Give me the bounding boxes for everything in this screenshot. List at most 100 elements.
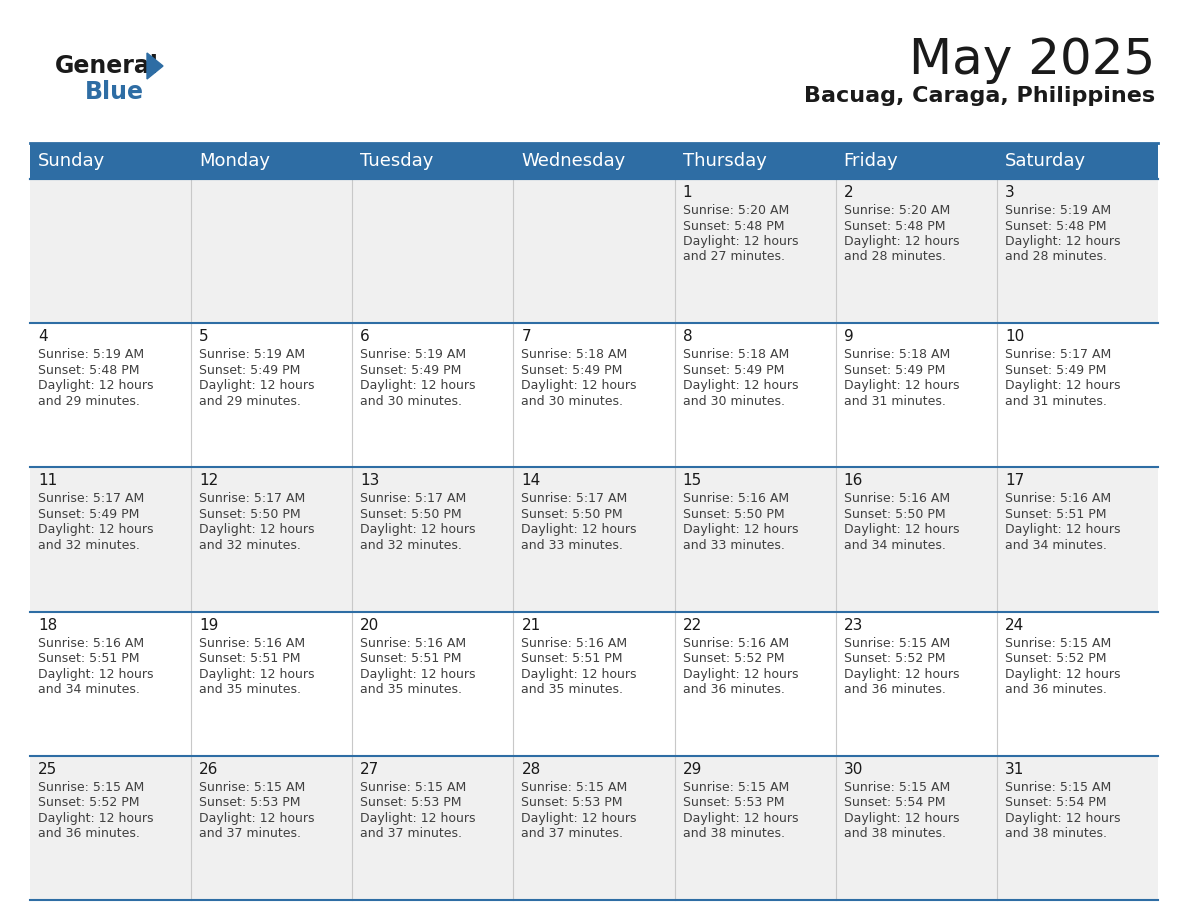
Text: Daylight: 12 hours: Daylight: 12 hours xyxy=(522,812,637,824)
Text: Sunrise: 5:18 AM: Sunrise: 5:18 AM xyxy=(843,348,950,361)
Text: and 35 minutes.: and 35 minutes. xyxy=(522,683,624,696)
Text: Sunset: 5:49 PM: Sunset: 5:49 PM xyxy=(1005,364,1106,376)
Text: and 32 minutes.: and 32 minutes. xyxy=(38,539,140,552)
Text: Sunrise: 5:15 AM: Sunrise: 5:15 AM xyxy=(200,781,305,794)
Text: Friday: Friday xyxy=(843,152,898,170)
Text: Daylight: 12 hours: Daylight: 12 hours xyxy=(683,523,798,536)
Text: and 31 minutes.: and 31 minutes. xyxy=(1005,395,1107,408)
Text: Sunrise: 5:16 AM: Sunrise: 5:16 AM xyxy=(1005,492,1111,506)
Text: and 35 minutes.: and 35 minutes. xyxy=(200,683,301,696)
Text: 2: 2 xyxy=(843,185,853,200)
Bar xyxy=(835,179,997,323)
Bar xyxy=(675,467,835,611)
Text: Daylight: 12 hours: Daylight: 12 hours xyxy=(522,379,637,392)
Bar xyxy=(513,179,675,323)
Text: Sunrise: 5:15 AM: Sunrise: 5:15 AM xyxy=(1005,636,1111,650)
Text: Daylight: 12 hours: Daylight: 12 hours xyxy=(38,523,153,536)
Text: Sunset: 5:52 PM: Sunset: 5:52 PM xyxy=(843,652,946,666)
Text: 23: 23 xyxy=(843,618,864,633)
Text: Daylight: 12 hours: Daylight: 12 hours xyxy=(38,667,153,680)
Text: Saturday: Saturday xyxy=(1005,152,1086,170)
Text: Daylight: 12 hours: Daylight: 12 hours xyxy=(360,379,475,392)
Text: Sunset: 5:49 PM: Sunset: 5:49 PM xyxy=(843,364,946,376)
Text: and 33 minutes.: and 33 minutes. xyxy=(683,539,784,552)
Text: 20: 20 xyxy=(360,618,379,633)
Text: Sunrise: 5:16 AM: Sunrise: 5:16 AM xyxy=(683,636,789,650)
Text: Sunrise: 5:17 AM: Sunrise: 5:17 AM xyxy=(200,492,305,506)
Text: and 28 minutes.: and 28 minutes. xyxy=(1005,251,1107,263)
Text: Sunrise: 5:15 AM: Sunrise: 5:15 AM xyxy=(38,781,144,794)
Bar xyxy=(30,611,191,756)
Bar xyxy=(30,756,191,900)
Text: Sunrise: 5:16 AM: Sunrise: 5:16 AM xyxy=(683,492,789,506)
Text: and 30 minutes.: and 30 minutes. xyxy=(360,395,462,408)
Text: Daylight: 12 hours: Daylight: 12 hours xyxy=(200,523,315,536)
Text: Daylight: 12 hours: Daylight: 12 hours xyxy=(683,812,798,824)
Text: Sunset: 5:49 PM: Sunset: 5:49 PM xyxy=(683,364,784,376)
Text: and 38 minutes.: and 38 minutes. xyxy=(683,827,784,840)
Text: Daylight: 12 hours: Daylight: 12 hours xyxy=(360,812,475,824)
Text: Daylight: 12 hours: Daylight: 12 hours xyxy=(843,379,959,392)
Bar xyxy=(30,143,1158,179)
Text: Blue: Blue xyxy=(86,80,144,104)
Text: Sunrise: 5:16 AM: Sunrise: 5:16 AM xyxy=(200,636,305,650)
Text: Sunset: 5:49 PM: Sunset: 5:49 PM xyxy=(360,364,462,376)
Text: and 32 minutes.: and 32 minutes. xyxy=(360,539,462,552)
Text: and 35 minutes.: and 35 minutes. xyxy=(360,683,462,696)
Text: Wednesday: Wednesday xyxy=(522,152,626,170)
Text: 16: 16 xyxy=(843,474,864,488)
Text: Thursday: Thursday xyxy=(683,152,766,170)
Text: 18: 18 xyxy=(38,618,57,633)
Text: and 33 minutes.: and 33 minutes. xyxy=(522,539,624,552)
Text: Daylight: 12 hours: Daylight: 12 hours xyxy=(1005,235,1120,248)
Bar xyxy=(513,467,675,611)
Text: Sunset: 5:53 PM: Sunset: 5:53 PM xyxy=(200,796,301,810)
Text: 26: 26 xyxy=(200,762,219,777)
Text: Sunrise: 5:15 AM: Sunrise: 5:15 AM xyxy=(843,781,950,794)
Text: Sunset: 5:53 PM: Sunset: 5:53 PM xyxy=(360,796,462,810)
Text: and 31 minutes.: and 31 minutes. xyxy=(843,395,946,408)
Text: Sunset: 5:48 PM: Sunset: 5:48 PM xyxy=(38,364,139,376)
Text: and 36 minutes.: and 36 minutes. xyxy=(683,683,784,696)
Text: Daylight: 12 hours: Daylight: 12 hours xyxy=(38,812,153,824)
Text: Sunrise: 5:17 AM: Sunrise: 5:17 AM xyxy=(360,492,467,506)
Text: and 38 minutes.: and 38 minutes. xyxy=(1005,827,1107,840)
Text: Sunset: 5:51 PM: Sunset: 5:51 PM xyxy=(522,652,623,666)
Text: and 37 minutes.: and 37 minutes. xyxy=(522,827,624,840)
Text: and 36 minutes.: and 36 minutes. xyxy=(1005,683,1107,696)
Text: Daylight: 12 hours: Daylight: 12 hours xyxy=(1005,812,1120,824)
Bar xyxy=(353,611,513,756)
Bar xyxy=(675,756,835,900)
Text: 31: 31 xyxy=(1005,762,1024,777)
Bar xyxy=(191,611,353,756)
Text: 3: 3 xyxy=(1005,185,1015,200)
Bar xyxy=(675,323,835,467)
Text: and 34 minutes.: and 34 minutes. xyxy=(38,683,140,696)
Bar xyxy=(997,467,1158,611)
Text: Sunset: 5:51 PM: Sunset: 5:51 PM xyxy=(38,652,139,666)
Text: Sunset: 5:50 PM: Sunset: 5:50 PM xyxy=(683,508,784,521)
Bar xyxy=(30,179,191,323)
Text: Sunrise: 5:19 AM: Sunrise: 5:19 AM xyxy=(200,348,305,361)
Text: 4: 4 xyxy=(38,330,48,344)
Text: Daylight: 12 hours: Daylight: 12 hours xyxy=(843,235,959,248)
Text: Sunset: 5:51 PM: Sunset: 5:51 PM xyxy=(360,652,462,666)
Text: 29: 29 xyxy=(683,762,702,777)
Text: Daylight: 12 hours: Daylight: 12 hours xyxy=(843,812,959,824)
Text: Sunrise: 5:18 AM: Sunrise: 5:18 AM xyxy=(522,348,627,361)
Bar xyxy=(513,611,675,756)
Bar xyxy=(191,179,353,323)
Text: Daylight: 12 hours: Daylight: 12 hours xyxy=(683,379,798,392)
Text: Sunset: 5:53 PM: Sunset: 5:53 PM xyxy=(683,796,784,810)
Text: Sunset: 5:52 PM: Sunset: 5:52 PM xyxy=(683,652,784,666)
Text: Sunset: 5:49 PM: Sunset: 5:49 PM xyxy=(38,508,139,521)
Polygon shape xyxy=(147,53,163,79)
Text: 7: 7 xyxy=(522,330,531,344)
Text: Sunrise: 5:17 AM: Sunrise: 5:17 AM xyxy=(1005,348,1111,361)
Text: Daylight: 12 hours: Daylight: 12 hours xyxy=(200,812,315,824)
Text: 21: 21 xyxy=(522,618,541,633)
Text: Sunday: Sunday xyxy=(38,152,106,170)
Text: and 36 minutes.: and 36 minutes. xyxy=(843,683,946,696)
Text: Sunrise: 5:19 AM: Sunrise: 5:19 AM xyxy=(1005,204,1111,217)
Bar xyxy=(191,756,353,900)
